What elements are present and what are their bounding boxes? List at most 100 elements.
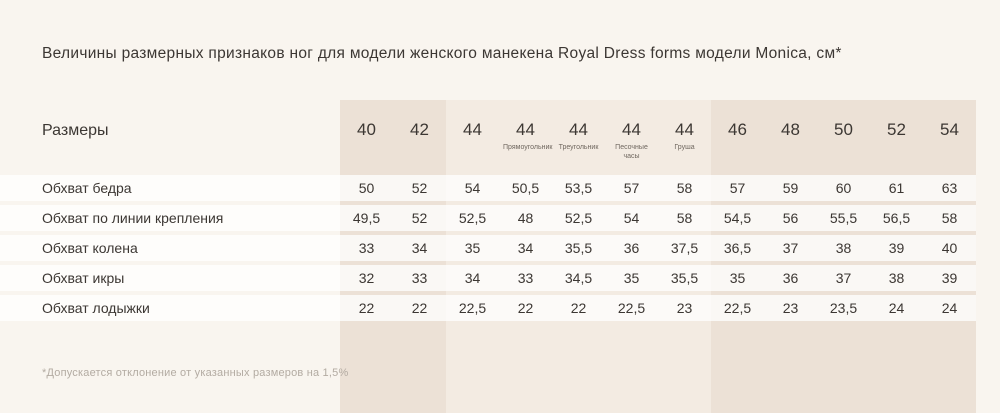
- size-label: 44: [516, 120, 535, 139]
- table-cell: 35: [729, 270, 746, 286]
- size-label: 44: [675, 120, 694, 139]
- table-cell: 35,5: [564, 240, 593, 256]
- table-cell: 35,5: [670, 270, 699, 286]
- row-label: Обхват по линии крепления: [42, 210, 224, 226]
- table-cell: 61: [888, 180, 905, 196]
- size-label: 50: [834, 120, 853, 139]
- table-cell: 33: [358, 240, 375, 256]
- table-cell: 57: [623, 180, 640, 196]
- table-row: Обхват по линии крепления 49,5 52 52,5 48 52,…: [0, 205, 976, 231]
- page-title: Величины размерных признаков ног для мод…: [42, 45, 842, 62]
- table-cell: 36: [623, 240, 640, 256]
- row-label: Обхват лодыжки: [42, 300, 150, 316]
- table-cell: 56,5: [882, 210, 911, 226]
- table-cell: 58: [676, 210, 693, 226]
- table-cell: 55,5: [829, 210, 858, 226]
- size-sublabel: Груша: [674, 143, 695, 151]
- size-label: 44: [463, 120, 482, 139]
- table-cell: 24: [941, 300, 958, 316]
- table-cell: 39: [941, 270, 958, 286]
- table-cell: 24: [888, 300, 905, 316]
- size-label: 44: [622, 120, 641, 139]
- table-row: Обхват колена 33 34 35 34 35,5 36 37,5 36,5 37 38 3…: [0, 235, 976, 261]
- size-label: 40: [357, 120, 376, 139]
- table-cell: 23,5: [829, 300, 858, 316]
- size-column-header: 46: [711, 100, 764, 175]
- table-cell: 52,5: [564, 210, 593, 226]
- table-cell: 37: [835, 270, 852, 286]
- size-column-header: 44 Прямоугольник: [499, 100, 552, 175]
- table-cell: 60: [835, 180, 852, 196]
- table-cell: 33: [411, 270, 428, 286]
- table-cell: 34,5: [564, 270, 593, 286]
- row-label: Обхват бедра: [42, 180, 132, 196]
- table-cell: 50: [358, 180, 375, 196]
- table-cell: 58: [941, 210, 958, 226]
- size-column-header: 48: [764, 100, 817, 175]
- size-sublabel: Треугольник: [558, 143, 599, 151]
- table-cell: 57: [729, 180, 746, 196]
- size-column-header: 44 Песочные часы: [605, 100, 658, 175]
- table-cell: 52: [411, 180, 428, 196]
- table-cell: 38: [835, 240, 852, 256]
- table-cell: 54: [464, 180, 481, 196]
- table-cell: 22: [411, 300, 428, 316]
- table-cell: 22,5: [458, 300, 487, 316]
- table-cell: 22,5: [723, 300, 752, 316]
- table-cell: 34: [517, 240, 534, 256]
- size-column-header: 44 Груша: [658, 100, 711, 175]
- size-label: 52: [887, 120, 906, 139]
- table-cell: 37: [782, 240, 799, 256]
- table-cell: 35: [623, 270, 640, 286]
- table-cell: 39: [888, 240, 905, 256]
- size-column-header: 40: [340, 100, 393, 175]
- size-table: Размеры 40 42 44 44 Прямоугольник 44 Треугольн…: [0, 100, 1000, 413]
- table-cell: 22: [358, 300, 375, 316]
- size-column-header: 44: [446, 100, 499, 175]
- table-cell: 63: [941, 180, 958, 196]
- table-header-row: Размеры 40 42 44 44 Прямоугольник 44 Треугольн…: [0, 100, 976, 175]
- row-label: Обхват колена: [42, 240, 138, 256]
- size-label: 44: [569, 120, 588, 139]
- table-cell: 38: [888, 270, 905, 286]
- size-label: 54: [940, 120, 959, 139]
- table-cell: 36: [782, 270, 799, 286]
- size-column-header: 52: [870, 100, 923, 175]
- table-cell: 54,5: [723, 210, 752, 226]
- footnote: *Допускается отклонение от указанных раз…: [42, 367, 349, 379]
- table-row: Обхват лодыжки 22 22 22,5 22 22 22,5 23 22,5 23 23…: [0, 295, 976, 321]
- table-cell: 22: [570, 300, 587, 316]
- size-column-header: 54: [923, 100, 976, 175]
- table-cell: 36,5: [723, 240, 752, 256]
- row-label: Обхват икры: [42, 270, 125, 286]
- table-row: Обхват икры 32 33 34 33 34,5 35 35,5 35 36 37 38 39: [0, 265, 976, 291]
- table-cell: 48: [517, 210, 534, 226]
- table-cell: 22: [517, 300, 534, 316]
- size-sublabel: Песочные часы: [615, 143, 648, 160]
- table-cell: 54: [623, 210, 640, 226]
- table-cell: 37,5: [670, 240, 699, 256]
- size-label: 46: [728, 120, 747, 139]
- table-cell: 34: [411, 240, 428, 256]
- table-cell: 58: [676, 180, 693, 196]
- table-cell: 49,5: [352, 210, 381, 226]
- table-cell: 23: [676, 300, 693, 316]
- table-cell: 35: [464, 240, 481, 256]
- size-label: 48: [781, 120, 800, 139]
- table-cell: 23: [782, 300, 799, 316]
- table-cell: 56: [782, 210, 799, 226]
- table-cell: 53,5: [564, 180, 593, 196]
- table-cell: 33: [517, 270, 534, 286]
- table-cell: 59: [782, 180, 799, 196]
- table-cell: 32: [358, 270, 375, 286]
- size-column-header: 44 Треугольник: [552, 100, 605, 175]
- table-cell: 50,5: [511, 180, 540, 196]
- table-rows: Обхват бедра 50 52 54 50,5 53,5 57 58 57 59 60 61 63…: [0, 175, 976, 321]
- table-cell: 52,5: [458, 210, 487, 226]
- size-column-header: 50: [817, 100, 870, 175]
- size-column-header: 42: [393, 100, 446, 175]
- table-row: Обхват бедра 50 52 54 50,5 53,5 57 58 57 59 60 61 63: [0, 175, 976, 201]
- row-header-label: Размеры: [42, 122, 109, 139]
- table-cell: 34: [464, 270, 481, 286]
